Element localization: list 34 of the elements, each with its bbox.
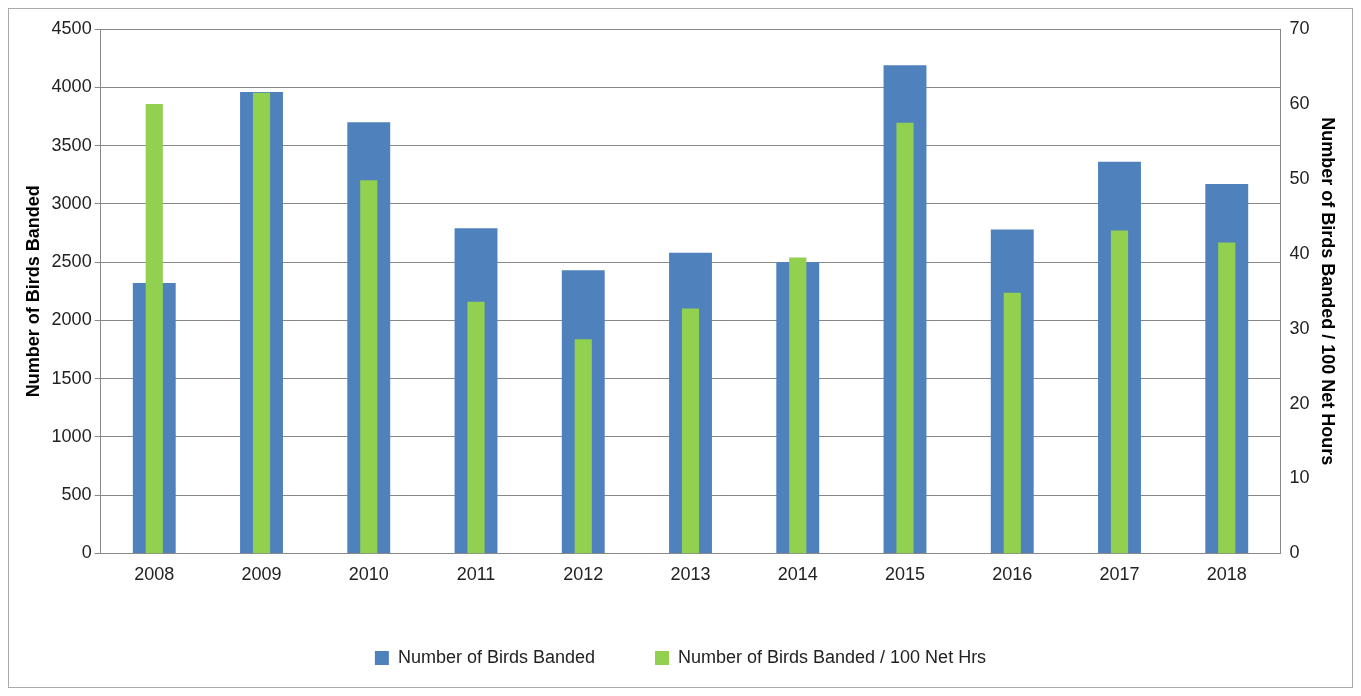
x-tick-label: 2009 <box>241 564 282 585</box>
legend-label: Number of Birds Banded / 100 Net Hrs <box>677 646 987 667</box>
x-tick-label: 2017 <box>1099 564 1140 585</box>
y2-tick-label: 70 <box>1289 17 1310 38</box>
y-tick-label: 2000 <box>51 309 92 330</box>
legend-label: Number of Birds Banded <box>397 646 595 667</box>
y-axis-title: Number of Birds Banded <box>22 185 43 398</box>
y-tick-label: 3000 <box>51 192 92 213</box>
y2-tick-label: 0 <box>1289 542 1300 563</box>
y-tick-label: 3500 <box>51 134 92 155</box>
y2-tick-label: 60 <box>1289 92 1310 113</box>
bar <box>574 339 592 554</box>
y2-tick-label: 50 <box>1289 167 1310 188</box>
x-tick-label: 2013 <box>670 564 711 585</box>
y-tick-label: 4500 <box>51 17 92 38</box>
x-tick-label: 2010 <box>348 564 389 585</box>
x-tick-label: 2014 <box>777 564 818 585</box>
y-tick-label: 2500 <box>51 251 92 272</box>
y-tick-label: 1500 <box>51 367 92 388</box>
y-tick-label: 0 <box>81 542 92 563</box>
x-tick-label: 2018 <box>1206 564 1247 585</box>
x-tick-label: 2015 <box>884 564 926 585</box>
x-tick-label: 2011 <box>456 564 496 585</box>
y2-tick-label: 20 <box>1289 392 1310 413</box>
x-tick-label: 2016 <box>992 564 1033 585</box>
y2-tick-label: 10 <box>1289 467 1310 488</box>
x-tick-label: 2008 <box>134 564 175 585</box>
y2-tick-label: 40 <box>1289 242 1310 263</box>
x-tick-label: 2012 <box>563 564 604 585</box>
y-tick-label: 1000 <box>51 425 92 446</box>
y-tick-label: 4000 <box>51 76 92 97</box>
y2-axis-title: Number of Birds Banded / 100 Net Hours <box>1318 117 1339 466</box>
y-tick-label: 500 <box>61 484 92 505</box>
y2-tick-label: 30 <box>1289 317 1310 338</box>
